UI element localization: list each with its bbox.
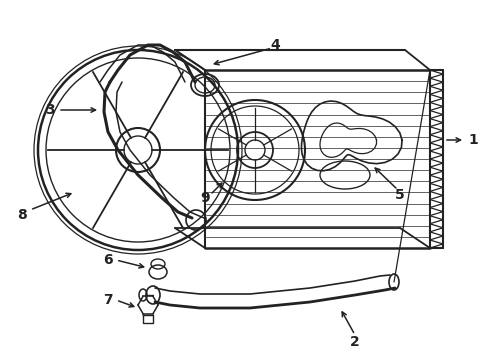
Text: 3: 3	[45, 103, 55, 117]
Text: 2: 2	[350, 335, 360, 349]
Text: 4: 4	[270, 38, 280, 52]
Text: 5: 5	[395, 188, 405, 202]
Text: 1: 1	[468, 133, 478, 147]
Text: 8: 8	[17, 208, 27, 222]
Text: 6: 6	[103, 253, 113, 267]
Text: 7: 7	[103, 293, 113, 307]
Text: 9: 9	[200, 191, 210, 205]
